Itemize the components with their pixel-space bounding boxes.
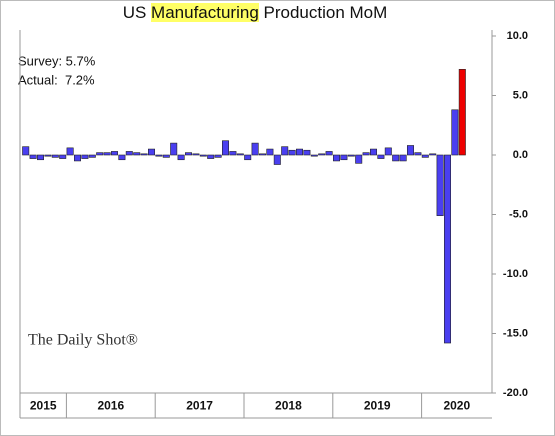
- bar: [414, 152, 422, 156]
- bar: [429, 153, 437, 156]
- bar: [443, 154, 451, 344]
- bar: [207, 154, 215, 159]
- bar: [162, 154, 170, 158]
- bar: [251, 142, 259, 156]
- x-tick-label: 2020: [443, 399, 470, 413]
- bar: [288, 149, 296, 156]
- bar: [258, 153, 266, 156]
- bar: [185, 152, 193, 156]
- bar: [325, 151, 333, 156]
- bar: [295, 148, 303, 156]
- bar: [118, 154, 126, 161]
- bar: [133, 152, 141, 156]
- x-tick-label: 2019: [364, 399, 391, 413]
- bar: [125, 151, 133, 156]
- bar: [244, 154, 252, 161]
- bar: [155, 154, 163, 157]
- bar: [59, 154, 67, 159]
- bar: [377, 154, 385, 159]
- bar: [458, 69, 466, 156]
- title-part: Production MoM: [263, 3, 388, 22]
- bar: [303, 149, 311, 156]
- bar: [74, 154, 82, 162]
- bar: [103, 152, 111, 156]
- annotation: Actual: 7.2%: [18, 72, 95, 87]
- bar: [199, 154, 207, 157]
- bar: [222, 140, 230, 156]
- bar: [266, 148, 274, 156]
- bar: [318, 153, 326, 156]
- bar: [369, 148, 377, 156]
- bar: [214, 154, 222, 158]
- bar: [29, 154, 37, 159]
- x-tick-label: 2018: [275, 399, 302, 413]
- bar: [192, 153, 200, 156]
- bar: [229, 151, 237, 156]
- y-tick-label: -5.0: [509, 208, 528, 220]
- bar: [148, 148, 156, 156]
- bar: [88, 154, 96, 158]
- bar: [66, 147, 74, 156]
- bar: [170, 142, 178, 156]
- bar: [96, 152, 104, 156]
- bar: [140, 153, 148, 156]
- x-tick-label: 2016: [97, 399, 124, 413]
- bar: [236, 153, 244, 156]
- chart-title: US Manufacturing Production MoM: [0, 3, 510, 23]
- y-tick-label: 10.0: [507, 30, 528, 42]
- y-tick-label: -20.0: [503, 387, 528, 399]
- bar: [44, 154, 52, 157]
- title-part: US: [122, 3, 147, 22]
- bar: [355, 154, 363, 164]
- source: The Daily Shot®: [28, 332, 138, 349]
- bar: [51, 154, 59, 158]
- bar: [340, 154, 348, 161]
- title-highlight: Manufacturing: [151, 3, 259, 22]
- bar: [436, 154, 444, 216]
- bar: [421, 154, 429, 158]
- y-tick-label: 5.0: [513, 89, 528, 101]
- bar: [406, 145, 414, 156]
- y-tick-label: -10.0: [503, 268, 528, 280]
- bar: [36, 154, 44, 161]
- y-tick-label: -15.0: [503, 327, 528, 339]
- y-tick-label: 0.0: [513, 149, 528, 161]
- x-tick-label: 2017: [186, 399, 213, 413]
- bar: [177, 154, 185, 161]
- bar: [273, 154, 281, 165]
- bar: [310, 154, 318, 157]
- bar: [281, 146, 289, 156]
- bar: [81, 154, 89, 159]
- annotation: Survey: 5.7%: [18, 53, 96, 68]
- bar: [332, 154, 340, 162]
- bar: [451, 109, 459, 156]
- bar: [111, 151, 119, 156]
- bar: [22, 146, 30, 156]
- bar: [362, 152, 370, 156]
- bar: [399, 154, 407, 162]
- x-tick-label: 2015: [30, 399, 57, 413]
- bar: [347, 154, 355, 157]
- bar: [392, 154, 400, 162]
- bar: [384, 147, 392, 156]
